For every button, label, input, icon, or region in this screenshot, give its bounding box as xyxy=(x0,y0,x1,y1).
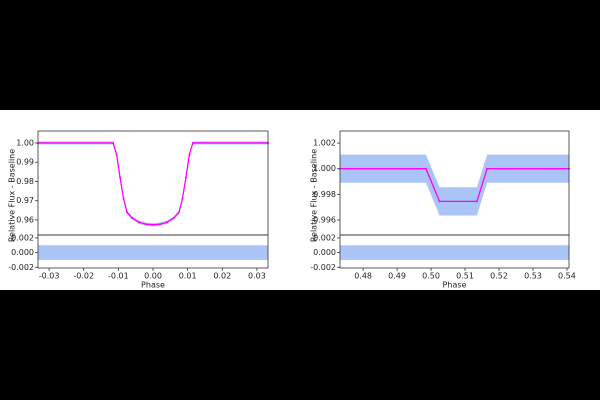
x-axis-label: Phase xyxy=(141,281,165,290)
x-tick-label: -0.02 xyxy=(73,272,94,281)
x-axis-label: Phase xyxy=(443,281,467,290)
y-tick-label: 0.99 xyxy=(16,158,34,167)
model-line xyxy=(340,168,569,203)
x-tick-label: 0.00 xyxy=(144,272,162,281)
binned-point xyxy=(126,211,129,214)
residual-frame xyxy=(339,234,570,269)
residual-y-tick-label: -0.002 xyxy=(8,263,34,272)
x-tick-label: 0.03 xyxy=(248,272,266,281)
binned-point xyxy=(138,221,141,224)
binned-point xyxy=(152,223,154,226)
binned-point xyxy=(122,197,125,200)
binned-point xyxy=(165,221,168,224)
x-tick-label: 0.53 xyxy=(524,272,542,281)
binned-point xyxy=(177,211,180,214)
binned-point xyxy=(119,176,122,179)
residual-y-tick-label: 0.002 xyxy=(313,233,336,242)
binned-point xyxy=(191,141,194,144)
binned-point xyxy=(112,141,115,144)
y-tick-label: 0.998 xyxy=(313,190,336,199)
binned-point xyxy=(188,153,191,156)
x-tick-label: 0.49 xyxy=(388,272,406,281)
y-tick-label: 0.996 xyxy=(313,215,336,224)
y-tick-label: 1.002 xyxy=(313,139,336,148)
figure-background xyxy=(0,110,600,290)
x-tick-label: 0.50 xyxy=(422,272,440,281)
binned-point xyxy=(438,200,441,203)
residual-y-tick-label: 0.000 xyxy=(313,248,336,257)
binned-point xyxy=(145,223,148,226)
x-tick-label: 0.48 xyxy=(354,272,372,281)
binned-point xyxy=(184,176,187,179)
y-tick-label: 1.000 xyxy=(313,164,336,173)
x-tick-label: 0.51 xyxy=(456,272,474,281)
binned-point xyxy=(475,200,478,203)
y-tick-label: 1.00 xyxy=(16,138,34,147)
binned-point xyxy=(115,153,118,156)
y-axis-label: Relative Flux - Baseline xyxy=(8,149,17,242)
x-tick-label: 0.54 xyxy=(558,272,576,281)
residual-band xyxy=(340,245,569,260)
binned-point xyxy=(181,197,184,200)
y-axis-label: Relative Flux - Baseline xyxy=(310,149,319,242)
x-tick-label: -0.01 xyxy=(108,272,129,281)
x-tick-label: 0.01 xyxy=(179,272,197,281)
x-tick-label: -0.03 xyxy=(39,272,60,281)
binned-point xyxy=(172,217,175,220)
residual-band xyxy=(38,245,268,260)
binned-point xyxy=(424,167,427,170)
noise-band xyxy=(340,154,569,216)
binned-point xyxy=(131,217,134,220)
x-tick-label: 0.52 xyxy=(490,272,508,281)
y-tick-label: 0.97 xyxy=(16,196,34,205)
residual-y-tick-label: 0.002 xyxy=(11,233,34,242)
binned-point xyxy=(486,167,489,170)
residual-y-tick-label: 0.000 xyxy=(11,248,34,257)
x-tick-label: 0.02 xyxy=(213,272,231,281)
y-tick-label: 0.98 xyxy=(16,177,34,186)
y-tick-label: 0.96 xyxy=(16,215,34,224)
binned-point xyxy=(158,223,161,226)
residual-y-tick-label: -0.002 xyxy=(310,263,336,272)
